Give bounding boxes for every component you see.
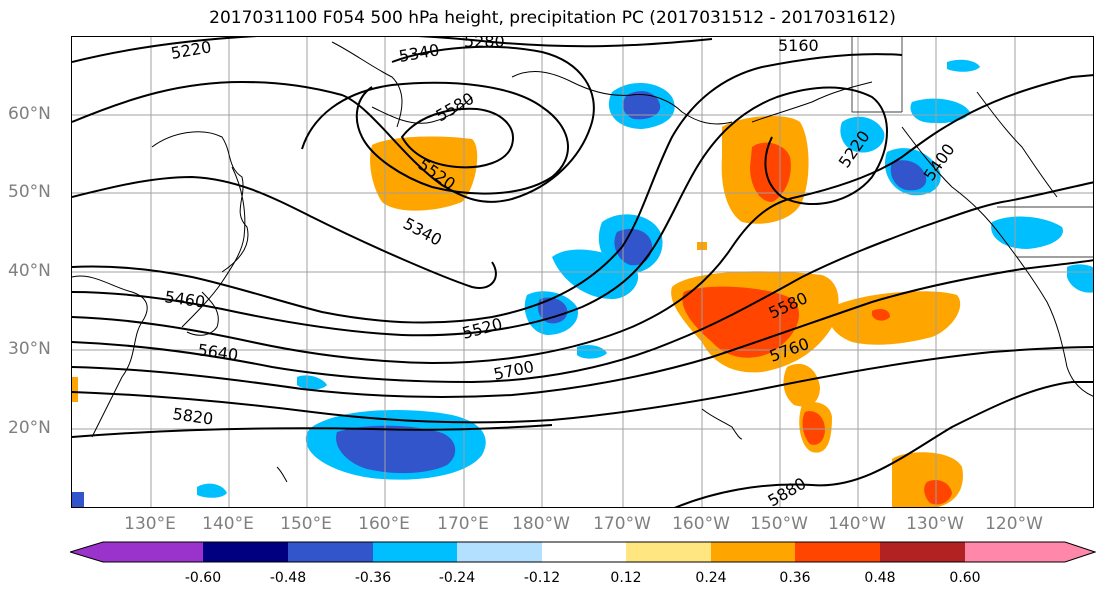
lon-label-180w: 180°W — [512, 514, 570, 534]
map-title: 2017031100 F054 500 hPa height, precipit… — [209, 8, 896, 28]
colorbar-tick: -0.60 — [184, 570, 222, 586]
lat-label-60n: 60°N — [8, 104, 51, 124]
lon-label-160e: 160°E — [358, 514, 410, 534]
colorbar-tick: -0.36 — [354, 570, 392, 586]
colorbar-tick: 0.36 — [779, 570, 811, 586]
contour-label-5280: 5280 — [464, 37, 505, 51]
colorbar-segment — [457, 542, 542, 562]
colorbar-segment — [288, 542, 373, 562]
colorbar-tick: 0.12 — [610, 570, 642, 586]
lon-label-130e: 130°E — [124, 514, 176, 534]
colorbar — [70, 541, 1096, 563]
contour-label-5640: 5640 — [196, 340, 239, 364]
colorbar-segment — [203, 542, 288, 562]
contour-label-5220: 5220 — [169, 37, 212, 63]
height-contours — [72, 37, 1093, 507]
colorbar-tick: -0.12 — [523, 570, 561, 586]
lon-label-140w: 140°W — [828, 514, 886, 534]
lon-label-150e: 150°E — [280, 514, 332, 534]
lat-label-50n: 50°N — [8, 182, 51, 202]
colorbar-tick: 0.60 — [949, 570, 981, 586]
lat-label-40n: 40°N — [8, 261, 51, 281]
graticule — [72, 37, 1093, 507]
colorbar-segment — [880, 542, 965, 562]
colorbar-tick: -0.48 — [269, 570, 307, 586]
precip-positive-shading — [72, 115, 963, 507]
lon-label-140e: 140°E — [202, 514, 254, 534]
colorbar-segment — [70, 542, 203, 562]
borders — [851, 37, 1093, 258]
contour-label-5820: 5820 — [171, 404, 214, 428]
map-canvas: 5220 5340 5280 5160 5580 5520 5340 5220 … — [72, 37, 1093, 508]
colorbar-segment — [373, 542, 457, 562]
colorbar-tick: -0.24 — [438, 570, 476, 586]
contour-label-5700: 5700 — [492, 357, 536, 384]
colorbar-segment — [965, 542, 1095, 562]
contour-label-5520: 5520 — [460, 314, 504, 343]
lat-label-20n: 20°N — [8, 418, 51, 438]
contour-label-5460: 5460 — [163, 287, 206, 311]
precip-negative-shading — [72, 59, 1093, 507]
lon-label-170w: 170°W — [593, 514, 651, 534]
lon-label-120w: 120°W — [985, 514, 1043, 534]
colorbar-segment — [795, 542, 880, 562]
colorbar-segment — [711, 542, 795, 562]
contour-label-5580-low: 5580 — [433, 89, 478, 126]
contour-label-5160: 5160 — [778, 37, 819, 55]
lon-label-170e: 170°E — [437, 514, 489, 534]
colorbar-segment — [626, 542, 711, 562]
contour-label-5340-top: 5340 — [397, 40, 440, 66]
colorbar-segment — [542, 542, 626, 562]
map-panel[interactable]: 5220 5340 5280 5160 5580 5520 5340 5220 … — [71, 36, 1094, 508]
lat-label-30n: 30°N — [8, 339, 51, 359]
contour-label-5880: 5880 — [765, 474, 810, 508]
lon-label-130w: 130°W — [906, 514, 964, 534]
colorbar-tick: 0.48 — [864, 570, 896, 586]
colorbar-tick: 0.24 — [695, 570, 727, 586]
lon-label-160w: 160°W — [672, 514, 730, 534]
contour-label-5340-mid: 5340 — [400, 214, 445, 250]
colorbar-outline — [70, 541, 1096, 563]
lon-label-150w: 150°W — [750, 514, 808, 534]
